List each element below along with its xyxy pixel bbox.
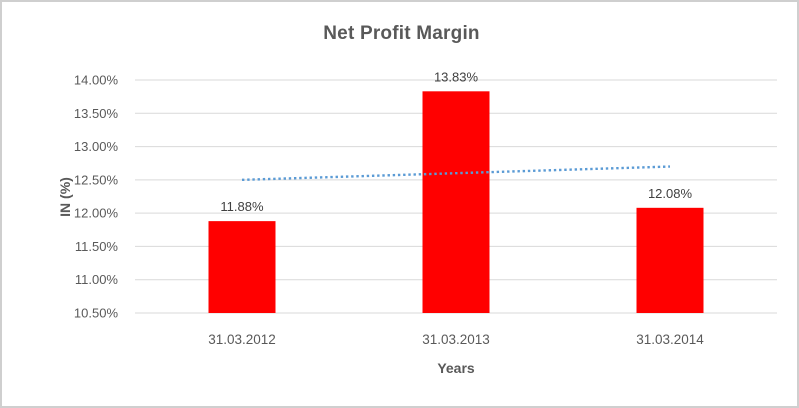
- x-axis-title: Years: [437, 360, 475, 376]
- y-tick-label: 14.00%: [74, 73, 119, 88]
- y-tick-label: 11.50%: [75, 239, 119, 254]
- chart-title: Net Profit Margin: [323, 23, 480, 44]
- y-tick-label: 11.00%: [75, 272, 119, 287]
- y-axis-title: IN (%): [57, 177, 73, 217]
- trendline: [241, 165, 671, 182]
- bar-data-label: 12.08%: [648, 186, 693, 201]
- bar-31.03.2014: [636, 207, 704, 313]
- y-tick-label: 13.00%: [74, 139, 119, 154]
- x-tick-label: 31.03.2013: [422, 332, 490, 347]
- y-tick-label: 12.00%: [74, 206, 119, 221]
- x-tick-label: 31.03.2012: [208, 332, 276, 347]
- bar-31.03.2012: [208, 221, 276, 313]
- bar-data-label: 13.83%: [434, 69, 479, 84]
- bar-31.03.2013: [422, 91, 490, 314]
- y-tick-label: 13.50%: [74, 106, 119, 121]
- y-tick-label: 10.50%: [74, 306, 119, 321]
- y-tick-label: 12.50%: [74, 172, 119, 187]
- x-tick-label: 31.03.2014: [636, 332, 704, 347]
- bar-data-label: 11.88%: [220, 199, 264, 214]
